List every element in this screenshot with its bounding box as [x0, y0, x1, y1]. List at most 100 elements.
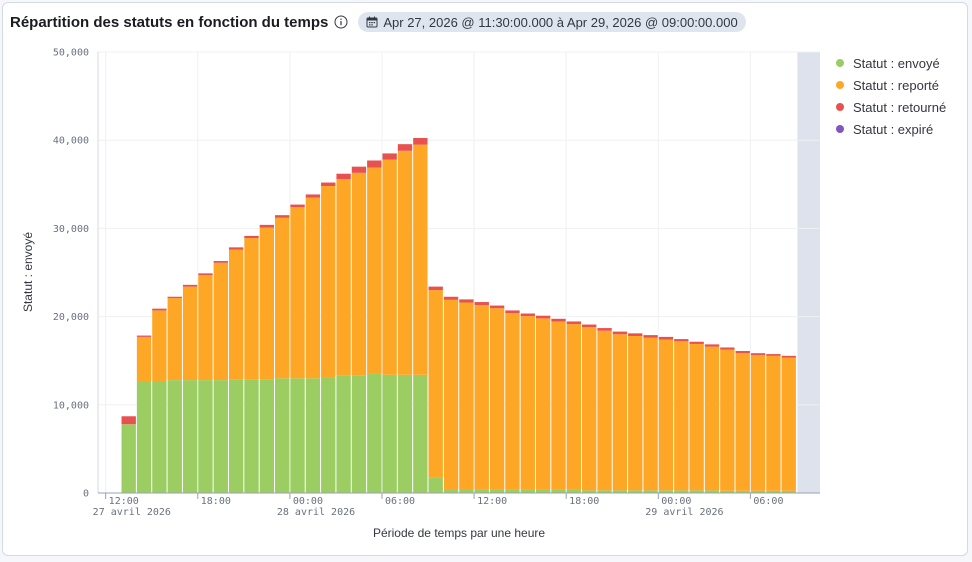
bar-segment-retourne — [413, 137, 428, 145]
bar-segment-retourne — [628, 333, 643, 337]
bar-segment-reporte — [566, 324, 582, 490]
bar-segment-envoye — [428, 477, 443, 493]
bar-segment-envoye — [397, 374, 413, 493]
bar-segment-reporte — [275, 217, 290, 379]
bar-segment-reporte — [213, 262, 228, 381]
legend-dot-icon — [836, 103, 844, 111]
bar-segment-retourne — [505, 310, 520, 314]
bar-segment-reporte — [182, 286, 198, 381]
bar-segment-reporte — [582, 327, 597, 491]
calendar-icon — [366, 16, 378, 28]
bar-segment-reporte — [336, 179, 351, 376]
bar-segment-retourne — [520, 313, 535, 317]
bar-segment-reporte — [382, 159, 397, 375]
y-tick-label: 10,000 — [53, 400, 89, 411]
bar-segment-retourne — [781, 355, 796, 358]
bar-segment-envoye — [658, 490, 674, 493]
bar-segment-reporte — [689, 343, 704, 491]
bar-segment-retourne — [321, 182, 336, 187]
bar-segment-retourne — [275, 215, 290, 218]
bar-segment-envoye — [489, 489, 505, 493]
bar-segment-retourne — [259, 224, 275, 228]
legend-label: Statut : expiré — [853, 121, 934, 137]
bar-segment-retourne — [152, 308, 167, 311]
x-axis-title: Période de temps par une heure — [373, 526, 545, 540]
x-tick-label: 18:00 — [201, 496, 231, 507]
bar-segment-reporte — [198, 275, 213, 381]
bar-segment-reporte — [597, 330, 612, 491]
time-range-badge[interactable]: Apr 27, 2026 @ 11:30:00.000 à Apr 29, 20… — [358, 12, 746, 32]
y-tick-label: 20,000 — [53, 312, 89, 323]
bar-segment-retourne — [535, 315, 551, 319]
bar-segment-envoye — [443, 489, 459, 493]
x-tick-label: 18:00 — [569, 496, 599, 507]
bar-segment-envoye — [228, 379, 244, 493]
bar-segment-reporte — [259, 227, 275, 380]
bar-segment-reporte — [551, 321, 566, 490]
bar-segment-reporte — [305, 197, 321, 379]
bar-segment-reporte — [489, 308, 505, 490]
bar-segment-envoye — [643, 490, 658, 493]
bar-segment-reporte — [750, 354, 766, 491]
bar-segment-envoye — [781, 490, 796, 493]
bar-segment-envoye — [244, 379, 259, 493]
legend-dot-icon — [836, 59, 844, 67]
bar-segment-envoye — [167, 380, 182, 493]
bar-segment-reporte — [367, 167, 382, 374]
bar-segment-retourne — [720, 347, 735, 350]
bar-segment-retourne — [612, 331, 628, 335]
bar-segment-reporte — [413, 144, 428, 375]
bar-segment-reporte — [535, 318, 551, 490]
bar-segment-retourne — [704, 344, 720, 347]
bar-segment-retourne — [428, 286, 443, 291]
bar-segment-retourne — [367, 160, 382, 168]
bar-segment-reporte — [720, 349, 735, 491]
legend-item[interactable]: Statut : retourné — [836, 96, 946, 118]
bar-segment-envoye — [305, 378, 321, 493]
bar-segment-retourne — [382, 153, 397, 160]
bar-segment-envoye — [612, 490, 628, 493]
bar-segment-retourne — [750, 353, 766, 355]
bar-segment-envoye — [275, 378, 290, 493]
y-axis-title: Statut : envoyé — [21, 232, 35, 312]
bar-segment-envoye — [321, 377, 336, 493]
bar-segment-reporte — [474, 305, 489, 490]
bar-segment-retourne — [167, 296, 182, 299]
bar-segment-retourne — [336, 173, 351, 180]
bar-segment-envoye — [582, 490, 597, 493]
bar-segment-reporte — [167, 298, 182, 381]
bar-segment-retourne — [121, 416, 136, 425]
bar-segment-retourne — [459, 299, 474, 303]
bar-segment-retourne — [443, 296, 459, 300]
x-tick-label: 12:00 — [477, 496, 507, 507]
time-range-text: Apr 27, 2026 @ 11:30:00.000 à Apr 29, 20… — [383, 14, 738, 30]
bar-segment-reporte — [443, 299, 459, 490]
y-tick-label: 40,000 — [53, 136, 89, 147]
bar-segment-reporte — [643, 337, 658, 491]
bar-segment-envoye — [750, 490, 766, 493]
bar-segment-envoye — [459, 489, 474, 493]
bar-segment-envoye — [551, 489, 566, 493]
legend-label: Statut : reporté — [853, 77, 939, 93]
bar-segment-retourne — [551, 318, 566, 322]
bar-segment-reporte — [520, 316, 535, 490]
bar-segment-retourne — [397, 144, 413, 151]
bar-segment-envoye — [628, 490, 643, 493]
legend-item[interactable]: Statut : reporté — [836, 74, 946, 96]
legend-item[interactable]: Statut : expiré — [836, 118, 946, 140]
bar-segment-envoye — [136, 380, 152, 493]
bar-segment-envoye — [367, 373, 382, 493]
bar-segment-retourne — [351, 166, 367, 173]
bar-segment-retourne — [489, 305, 505, 309]
chart-legend: Statut : envoyé Statut : reporté Statut : … — [836, 52, 946, 140]
bar-segment-retourne — [582, 324, 597, 328]
x-tick-label: 12:00 — [109, 496, 139, 507]
bar-segment-envoye — [182, 380, 198, 493]
legend-item[interactable]: Statut : envoyé — [836, 52, 946, 74]
bar-segment-retourne — [674, 339, 689, 342]
bar-segment-reporte — [351, 172, 367, 376]
info-icon[interactable] — [334, 15, 348, 29]
bar-segment-retourne — [305, 194, 321, 198]
bar-segment-envoye — [566, 489, 582, 493]
y-tick-label: 0 — [83, 489, 89, 500]
